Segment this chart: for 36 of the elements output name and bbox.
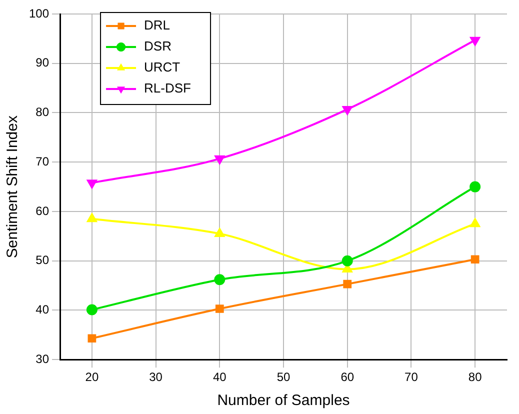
legend-label: RL-DSF (144, 80, 192, 96)
x-tick-label: 70 (404, 370, 418, 384)
point (343, 280, 352, 288)
point (87, 213, 97, 222)
point (86, 304, 98, 316)
y-tick-label: 90 (36, 56, 50, 70)
point (215, 304, 224, 313)
x-tick-label: 50 (276, 370, 291, 384)
y-tick-label: 100 (28, 6, 50, 20)
point (470, 218, 480, 228)
y-tick-label: 40 (36, 302, 50, 317)
point (87, 180, 97, 188)
point (214, 155, 225, 164)
x-axis-title: Number of Samples (217, 392, 350, 410)
point (342, 255, 353, 266)
x-tick-label: 60 (340, 370, 354, 384)
y-tick-label: 70 (36, 154, 50, 168)
x-tick-label: 20 (85, 370, 99, 384)
point (470, 181, 481, 192)
legend-label: URCT (144, 60, 180, 75)
x-tick-label: 40 (212, 370, 227, 384)
y-tick-label: 50 (36, 253, 50, 268)
legend-label: DRL (144, 18, 170, 33)
legend-label: DSR (144, 38, 172, 54)
x-tick-label: 30 (149, 370, 163, 384)
y-tick-label: 30 (36, 352, 50, 366)
point (342, 106, 352, 115)
point (470, 255, 480, 264)
x-tick-label: 80 (468, 370, 482, 384)
y-tick-label: 60 (36, 204, 50, 218)
point (214, 274, 226, 286)
point (88, 334, 96, 343)
point (214, 228, 225, 237)
y-tick-label: 80 (36, 105, 50, 120)
y-axis-title: Sentiment Shift Index (4, 115, 22, 258)
point (470, 36, 480, 46)
